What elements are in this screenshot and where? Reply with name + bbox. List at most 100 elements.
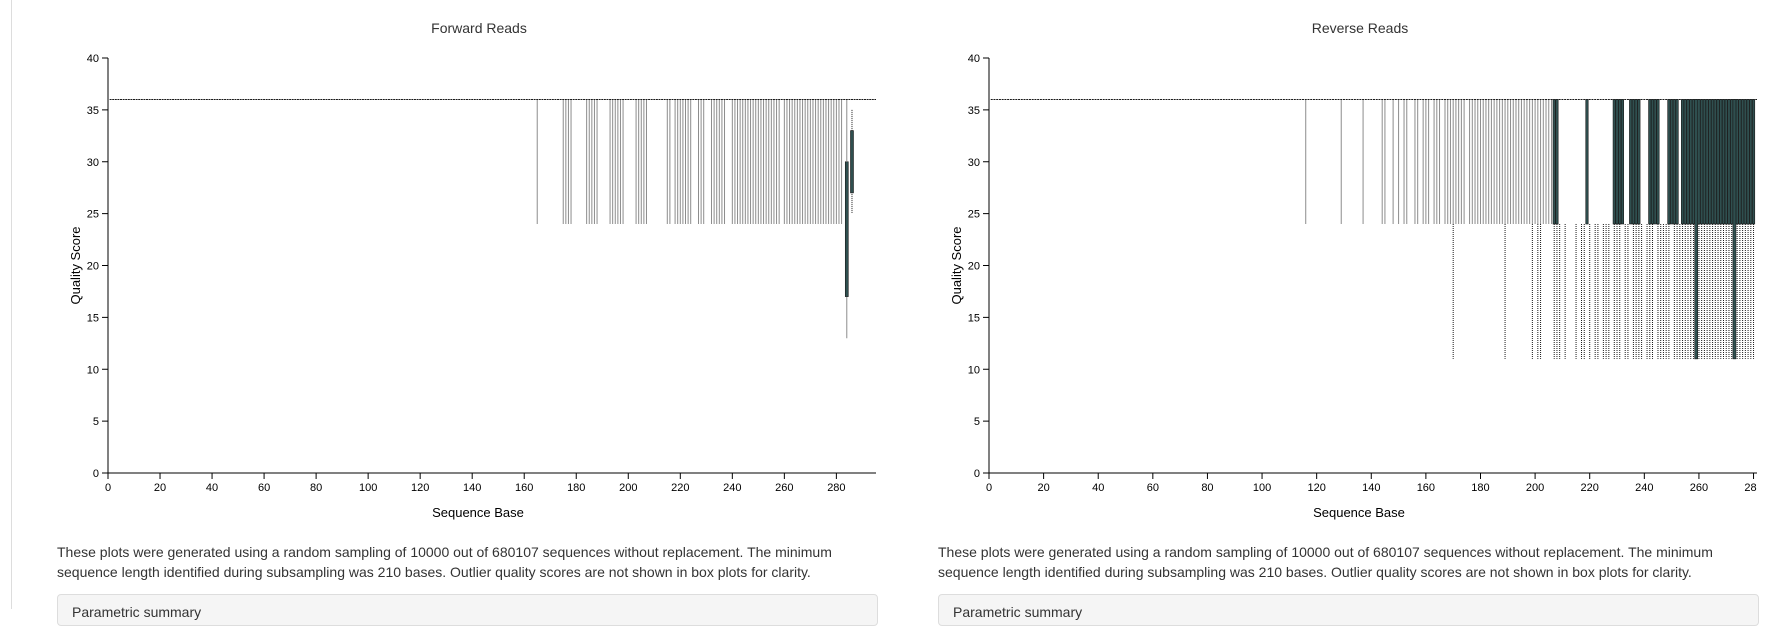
forward-reads-panel: Forward Reads 0 5 10 15 20 25 30 35 40 0 20 40 60 80 10… xyxy=(56,0,878,626)
box xyxy=(1713,99,1717,225)
forward-reads-chart: Forward Reads 0 5 10 15 20 25 30 35 40 0 20 40 60 80 10… xyxy=(68,20,876,520)
box xyxy=(1691,99,1695,225)
whisker-group xyxy=(536,99,843,224)
x-tick-label: 20 xyxy=(154,482,166,494)
box xyxy=(1555,99,1559,225)
box xyxy=(1743,99,1747,225)
y-tick-label: 10 xyxy=(968,364,980,376)
x-tick-label: 220 xyxy=(671,482,689,494)
box xyxy=(1689,99,1693,225)
x-tick-label: 220 xyxy=(1581,482,1599,494)
box xyxy=(1702,99,1706,225)
box xyxy=(1716,99,1720,225)
y-tick-label: 20 xyxy=(968,261,980,273)
y-tick-label: 20 xyxy=(87,261,99,273)
y-tick-label: 35 xyxy=(968,105,980,117)
parametric-summary-panel[interactable]: Parametric summary xyxy=(57,594,878,626)
y-tick-label: 25 xyxy=(87,209,99,221)
x-tick-label: 40 xyxy=(1092,482,1104,494)
box xyxy=(1653,99,1657,225)
box xyxy=(1675,99,1679,225)
box xyxy=(1711,99,1715,225)
x-tick-label: 260 xyxy=(775,482,793,494)
box-group xyxy=(1552,99,1756,225)
x-tick-label: 80 xyxy=(1201,482,1213,494)
x-tick-label: 100 xyxy=(1253,482,1271,494)
x-tick-label: 60 xyxy=(258,482,270,494)
y-tick-label: 35 xyxy=(87,105,99,117)
x-tick-label: 200 xyxy=(1526,482,1544,494)
box xyxy=(1735,99,1739,225)
x-axis-label: Sequence Base xyxy=(432,505,524,520)
y-axis-label: Quality Score xyxy=(949,226,964,304)
box xyxy=(1708,99,1712,225)
box xyxy=(1612,99,1616,225)
box xyxy=(1629,99,1633,225)
box xyxy=(1667,99,1671,225)
y-axis-label: Quality Score xyxy=(68,226,83,304)
box xyxy=(1697,99,1701,225)
tall-box-group xyxy=(1694,99,1737,360)
reverse-reads-chart: Reverse Reads 0 5 10 15 20 25 30 35 40 0 20 40 60 80 10… xyxy=(949,20,1757,520)
x-tick-label: 200 xyxy=(619,482,637,494)
x-tick-label: 280 xyxy=(1744,482,1757,494)
box xyxy=(1721,99,1726,225)
box xyxy=(1656,99,1660,225)
box xyxy=(1705,99,1709,225)
box xyxy=(844,161,849,297)
box xyxy=(1752,99,1756,225)
box xyxy=(1648,99,1652,225)
box xyxy=(1719,99,1723,225)
box xyxy=(1683,99,1687,225)
box xyxy=(1670,99,1674,225)
x-tick-label: 120 xyxy=(1307,482,1325,494)
y-tick-label: 10 xyxy=(87,364,99,376)
x-tick-label: 120 xyxy=(411,482,429,494)
box xyxy=(1552,99,1556,225)
end-box-group xyxy=(844,99,854,339)
parametric-summary-label: Parametric summary xyxy=(72,604,202,620)
x-tick-label: 140 xyxy=(463,482,481,494)
tall-box xyxy=(1732,99,1737,360)
forward-reads-caption: These plots were generated using a rando… xyxy=(57,544,832,580)
x-tick-label: 240 xyxy=(1635,482,1653,494)
box xyxy=(850,130,854,194)
y-tick-label: 0 xyxy=(93,468,99,480)
box xyxy=(1738,99,1742,225)
parametric-summary-label: Parametric summary xyxy=(953,604,1083,620)
box xyxy=(1749,99,1753,225)
y-tick-label: 15 xyxy=(87,312,99,324)
x-tick-label: 140 xyxy=(1362,482,1380,494)
box xyxy=(1681,99,1685,225)
x-tick-label: 0 xyxy=(986,482,992,494)
box xyxy=(1686,99,1690,225)
y-tick-label: 5 xyxy=(974,416,980,428)
parametric-summary-panel[interactable]: Parametric summary xyxy=(938,594,1759,626)
x-tick-label: 40 xyxy=(206,482,218,494)
box xyxy=(1634,99,1638,225)
box xyxy=(1615,99,1619,225)
y-tick-label: 30 xyxy=(87,157,99,169)
x-tick-label: 180 xyxy=(567,482,585,494)
box xyxy=(1637,99,1641,225)
x-tick-label: 280 xyxy=(827,482,845,494)
box xyxy=(1620,99,1625,225)
y-tick-label: 30 xyxy=(968,157,980,169)
reverse-reads-panel: Reverse Reads 0 5 10 15 20 25 30 35 40 0 20 40 60 80 10… xyxy=(937,0,1759,626)
box xyxy=(1741,99,1745,225)
y-tick-label: 40 xyxy=(968,53,980,65)
whisker-group-lower xyxy=(1452,224,1755,359)
y-tick-label: 0 xyxy=(974,468,980,480)
x-tick-label: 160 xyxy=(515,482,533,494)
x-tick-label: 80 xyxy=(310,482,322,494)
box xyxy=(1585,99,1589,225)
box xyxy=(1700,99,1704,225)
whisker-group-upper xyxy=(1305,99,1552,224)
x-tick-label: 160 xyxy=(1417,482,1435,494)
box xyxy=(1724,99,1728,225)
reverse-reads-caption: These plots were generated using a rando… xyxy=(938,544,1713,580)
x-tick-label: 240 xyxy=(723,482,741,494)
tall-box xyxy=(1694,99,1698,360)
box xyxy=(1650,99,1655,225)
y-tick-label: 15 xyxy=(968,312,980,324)
